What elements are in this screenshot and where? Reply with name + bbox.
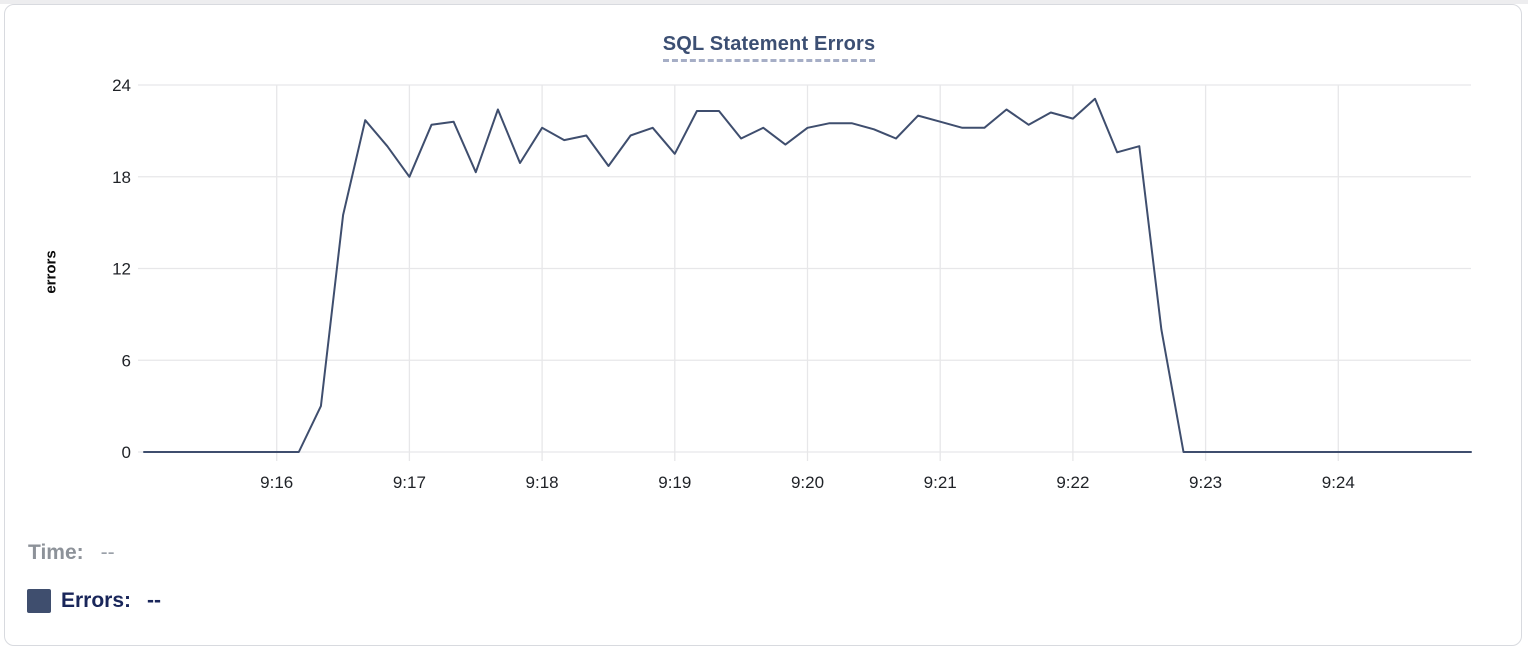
x-tick-label: 9:22 bbox=[1056, 473, 1089, 492]
x-tick-label: 9:24 bbox=[1322, 473, 1355, 492]
x-gridlines bbox=[276, 85, 1339, 461]
y-tick-label: 6 bbox=[122, 351, 131, 370]
chart-title[interactable]: SQL Statement Errors bbox=[662, 33, 876, 62]
x-tick-label: 9:20 bbox=[791, 473, 824, 492]
errors-series-swatch bbox=[27, 589, 51, 613]
errors-readout-row: Errors: -- bbox=[27, 589, 161, 613]
x-tick-label: 9:21 bbox=[924, 473, 957, 492]
y-tick-label: 18 bbox=[112, 168, 131, 187]
y-axis-title: errors bbox=[42, 250, 60, 294]
time-readout-value: -- bbox=[100, 541, 115, 564]
x-tick-label: 9:18 bbox=[526, 473, 559, 492]
y-tick-label: 0 bbox=[122, 443, 131, 462]
x-tick-label: 9:16 bbox=[260, 473, 293, 492]
errors-readout-value: -- bbox=[147, 589, 162, 612]
chart-card: SQL Statement Errors errors 0 6 12 18 24 9:16… bbox=[4, 4, 1522, 646]
time-readout-row: Time: -- bbox=[28, 541, 115, 565]
time-readout-label: Time: bbox=[28, 541, 84, 564]
sql-errors-line-chart[interactable]: 0 6 12 18 24 9:16 9:17 9:18 9:19 9:20 9:21 9:22 9:23… bbox=[5, 5, 1528, 515]
errors-readout-label: Errors: bbox=[61, 589, 132, 612]
y-tick-labels: 0 6 12 18 24 bbox=[112, 76, 131, 462]
y-tick-label: 24 bbox=[112, 76, 131, 95]
x-tick-label: 9:19 bbox=[658, 473, 691, 492]
x-tick-label: 9:17 bbox=[393, 473, 426, 492]
chart-header: SQL Statement Errors bbox=[5, 33, 1528, 62]
y-gridlines bbox=[138, 84, 1471, 453]
errors-series-line bbox=[143, 97, 1472, 453]
x-tick-labels: 9:16 9:17 9:18 9:19 9:20 9:21 9:22 9:23 9:24 bbox=[260, 473, 1355, 492]
y-tick-label: 12 bbox=[112, 260, 131, 279]
window-edge-strip bbox=[0, 0, 1528, 4]
x-tick-label: 9:23 bbox=[1189, 473, 1222, 492]
